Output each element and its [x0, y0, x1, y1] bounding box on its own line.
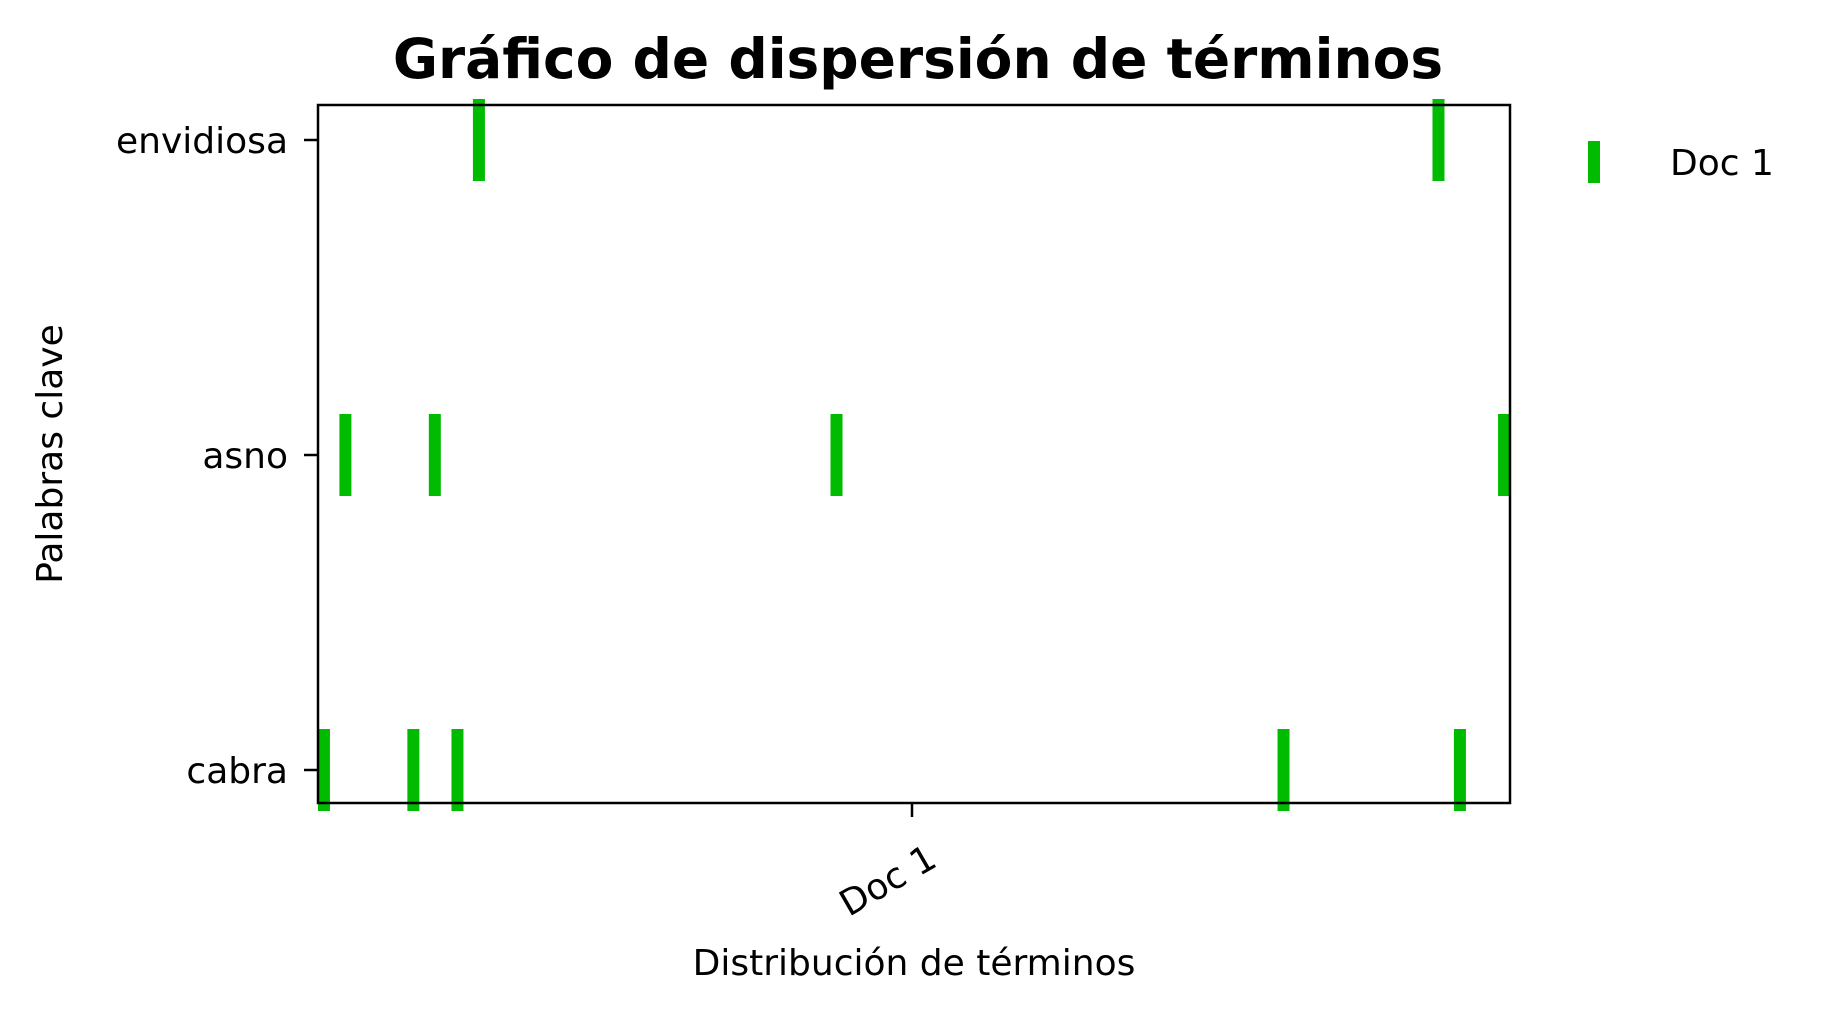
x-axis-label: Distribución de términos: [693, 943, 1136, 984]
y-axis: cabra asno envidiosa: [116, 121, 318, 792]
chart-title: Gráfico de dispersión de términos: [393, 27, 1443, 91]
plot-area: [316, 103, 1512, 805]
y-tick-label-asno: asno: [202, 436, 288, 477]
y-tick-label-cabra: cabra: [186, 751, 288, 792]
data-marks: [317, 99, 1511, 811]
legend-label: Doc 1: [1670, 143, 1774, 184]
y-axis-label: Palabras clave: [30, 324, 71, 583]
y-tick-label-envidiosa: envidiosa: [116, 121, 288, 162]
x-tick-label-0: Doc 1: [833, 837, 943, 924]
legend: Doc 1: [1588, 141, 1774, 184]
x-axis: Doc 1: [833, 803, 943, 925]
